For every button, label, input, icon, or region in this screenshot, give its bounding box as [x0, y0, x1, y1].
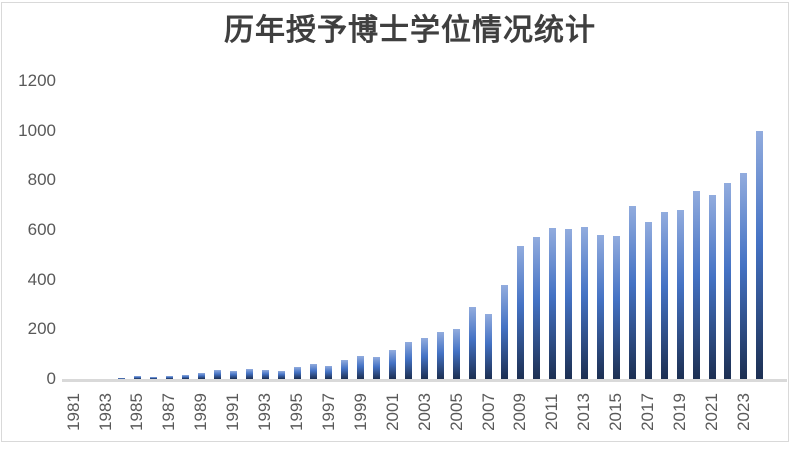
bar-2020	[692, 191, 700, 379]
bar-2022	[724, 182, 732, 379]
x-axis-line	[62, 379, 787, 382]
y-tick-label: 200	[27, 319, 56, 339]
y-tick-label: 0	[46, 369, 56, 388]
chart-title: 历年授予博士学位情况统计	[224, 14, 596, 47]
bar-2013	[580, 227, 588, 379]
bar-2015	[612, 236, 620, 379]
bar-1993	[261, 369, 269, 379]
bar-2009	[516, 246, 524, 379]
x-tick-label: 1991	[223, 393, 243, 431]
x-tick-label: 2003	[414, 393, 434, 431]
bar-2021	[708, 195, 716, 379]
x-tick-label: 1985	[127, 393, 147, 431]
x-tick-label: 2017	[638, 393, 658, 431]
x-tick-label: 2013	[574, 393, 594, 431]
x-tick-label: 1981	[63, 393, 83, 431]
bar-1989	[197, 372, 205, 379]
bar-2018	[660, 212, 668, 379]
bar-1990	[213, 370, 221, 379]
bar-2000	[373, 357, 381, 379]
bar-1986	[149, 377, 157, 379]
bar-2019	[676, 210, 684, 379]
x-tick-label: 2005	[446, 393, 466, 431]
y-tick-label: 400	[27, 269, 56, 289]
x-tick-label: 1989	[191, 393, 211, 431]
x-tick-label: 2021	[702, 393, 721, 431]
bar-1996	[309, 364, 317, 379]
x-tick-label: 1987	[159, 393, 179, 431]
bar-2008	[501, 284, 509, 379]
x-tick-label: 2023	[733, 393, 753, 431]
y-tick-label: 800	[27, 170, 56, 190]
x-tick-label: 1999	[350, 393, 370, 431]
bar-2011	[548, 228, 556, 379]
bar-2001	[389, 350, 397, 379]
bar-1995	[293, 367, 301, 379]
x-tick-label: 2019	[670, 393, 690, 431]
bar-2005	[453, 329, 461, 379]
bar-1991	[229, 371, 237, 379]
bar-1999	[357, 355, 365, 379]
bar-2002	[405, 341, 413, 379]
bar-2023	[740, 172, 748, 379]
x-tick-label: 1983	[95, 393, 115, 431]
y-tick-label: 1000	[18, 120, 56, 140]
x-tick-label: 2015	[606, 393, 626, 431]
bar-1984	[117, 377, 125, 379]
bar-2016	[628, 205, 636, 379]
bar-2012	[564, 229, 572, 379]
x-tick-label: 2009	[510, 393, 530, 431]
y-tick-label: 1200	[18, 70, 56, 90]
bar-2017	[644, 222, 652, 379]
y-tick-label: 600	[27, 219, 56, 239]
bar-1992	[245, 368, 253, 379]
x-tick-label: 1995	[287, 393, 307, 431]
bar-2003	[421, 337, 429, 379]
bar-1997	[325, 365, 333, 379]
bar-2006	[469, 307, 477, 379]
bar-1994	[277, 371, 285, 379]
bar-1988	[181, 374, 189, 379]
bar-1998	[341, 359, 349, 379]
bar-2010	[532, 236, 540, 379]
bar-2014	[596, 234, 604, 379]
x-tick-label: 2001	[382, 393, 402, 431]
bar-2004	[437, 332, 445, 379]
x-tick-label: 1993	[255, 393, 275, 431]
bar-2007	[485, 313, 493, 379]
x-tick-label: 2007	[478, 393, 498, 431]
bar-2024	[756, 130, 764, 379]
bar-1987	[165, 375, 173, 379]
bar-1985	[133, 376, 141, 379]
x-tick-label: 1997	[318, 393, 338, 431]
x-tick-label: 2011	[542, 393, 562, 431]
